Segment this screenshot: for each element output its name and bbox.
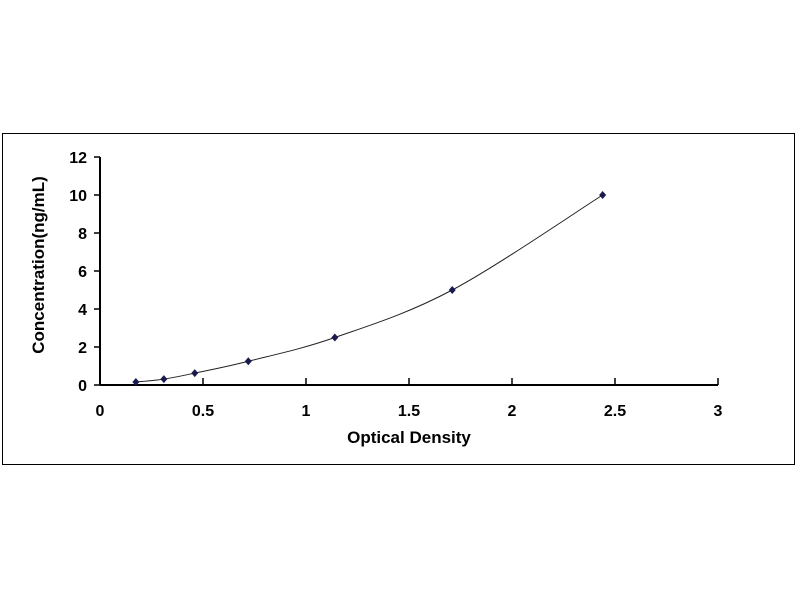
x-tick-label: 1.5 (398, 403, 420, 420)
data-point (331, 333, 339, 342)
y-tick-label: 2 (78, 340, 87, 357)
fit-curve (135, 194, 603, 383)
y-tick-label: 6 (78, 264, 87, 281)
y-tick-label: 0 (78, 378, 87, 395)
data-point (191, 369, 199, 378)
y-tick-label: 12 (69, 150, 87, 167)
x-tick-label: 1 (302, 403, 311, 420)
x-tick-label: 0.5 (192, 403, 214, 420)
chart-frame (2, 133, 795, 465)
x-tick-label: 2.5 (604, 403, 626, 420)
x-tick-label: 3 (714, 403, 723, 420)
y-axis-label: Concentration(ng/mL) (29, 176, 48, 354)
x-tick-label: 0 (96, 403, 105, 420)
x-tick-label: 2 (508, 403, 517, 420)
data-point (244, 357, 252, 366)
x-axis-label: Optical Density (347, 428, 471, 447)
y-tick-label: 4 (78, 302, 87, 319)
y-tick-label: 10 (69, 188, 87, 205)
data-point (132, 378, 140, 387)
y-tick-label: 8 (78, 226, 87, 243)
data-point (599, 191, 607, 199)
data-point (160, 375, 168, 384)
data-point (448, 286, 456, 294)
